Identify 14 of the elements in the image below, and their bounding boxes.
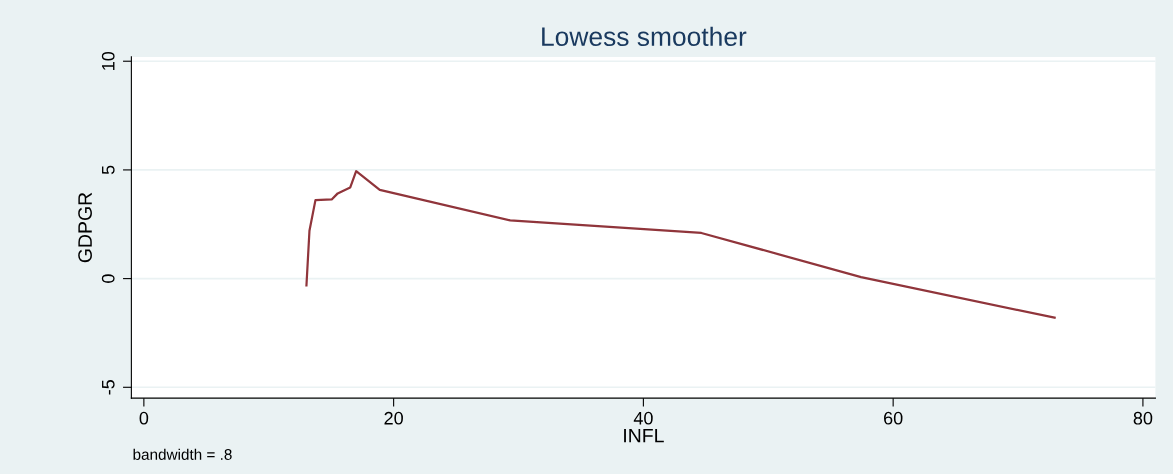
x-tick-label: 60: [884, 411, 903, 425]
x-tick-label: 0: [139, 411, 149, 425]
x-tick-label: 40: [633, 411, 653, 425]
y-tick-label: -5: [102, 380, 115, 395]
y-axis-title: GDPGR: [78, 192, 92, 263]
y-tick-label: 10: [101, 51, 115, 70]
y-tick-label: 5: [102, 165, 115, 175]
x-tick-label: 80: [1133, 411, 1153, 425]
text: bandwidth = .8: [133, 448, 232, 460]
y-tick-label: 0: [101, 274, 115, 283]
x-tick-label: 20: [384, 411, 403, 425]
chart-title: Lowess smoother: [542, 26, 747, 47]
line-series: [305, 170, 1056, 319]
x-axis-title: INFL: [624, 428, 664, 443]
